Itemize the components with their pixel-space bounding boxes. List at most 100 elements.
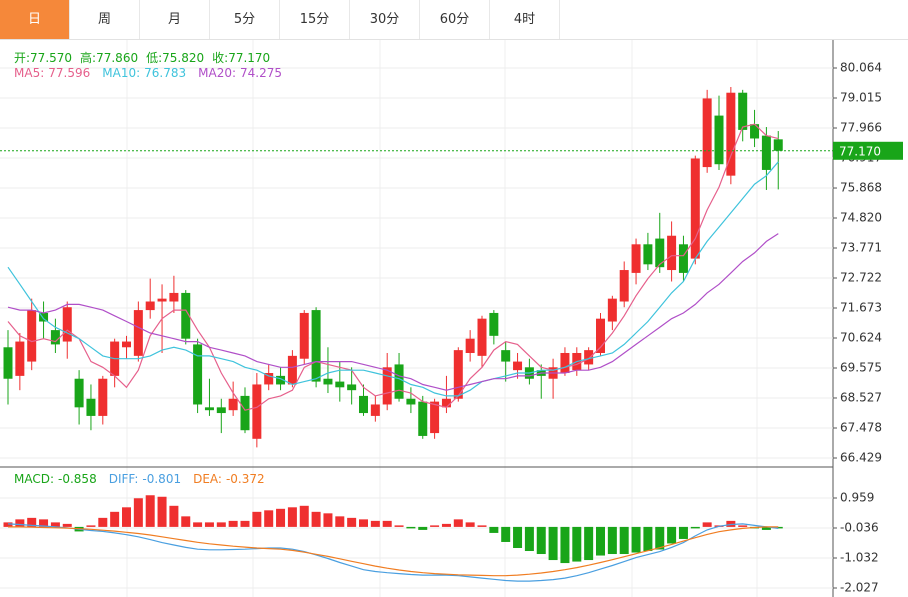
- macd-bar: [453, 519, 463, 527]
- candle-body: [513, 361, 523, 371]
- candle-body: [323, 378, 333, 385]
- candle-body: [27, 310, 37, 362]
- y-tick-label: 66.429: [840, 450, 882, 464]
- y-tick-label: 79.015: [840, 91, 882, 105]
- macd-bar: [477, 525, 487, 527]
- macd-bar: [15, 519, 25, 527]
- legend-value: 77.596: [48, 66, 91, 80]
- candle-body: [157, 298, 167, 302]
- macd-bar: [536, 526, 546, 555]
- macd-bar: [311, 511, 321, 527]
- macd-bar: [607, 526, 617, 555]
- tab[interactable]: 5分: [210, 0, 280, 39]
- macd-bar: [667, 526, 677, 544]
- candle-body: [418, 401, 428, 436]
- macd-bar: [430, 525, 440, 527]
- macd-bar: [98, 517, 108, 527]
- ma-legend: MA5: 77.596 MA10: 76.783 MA20: 74.275: [14, 66, 294, 80]
- macd-bar: [584, 526, 594, 561]
- macd-bar: [110, 511, 120, 527]
- candle-body: [264, 373, 274, 385]
- macd-bar: [726, 520, 736, 527]
- tab[interactable]: 4时: [490, 0, 560, 39]
- candle-body: [276, 375, 286, 385]
- y-tick-label: 71.673: [840, 301, 882, 315]
- macd-bar: [406, 526, 416, 529]
- macd-bar: [157, 496, 167, 527]
- macd-bar: [678, 526, 688, 539]
- candle-body: [359, 395, 368, 414]
- legend-name: DIFF:: [108, 472, 139, 486]
- candle-body: [3, 347, 13, 379]
- legend-name: MA20:: [198, 66, 236, 80]
- last-price-label: 77.170: [839, 144, 881, 158]
- tab[interactable]: 15分: [280, 0, 350, 39]
- tab[interactable]: 日: [0, 0, 70, 39]
- readout-value: 77.570: [30, 51, 73, 65]
- candle-body: [584, 350, 594, 365]
- readout-label: 高:: [80, 51, 97, 65]
- macd-bar: [465, 522, 475, 527]
- candle-body: [773, 139, 783, 151]
- candle-body: [643, 244, 653, 265]
- macd-bar: [690, 526, 700, 529]
- macd-bar: [39, 519, 49, 527]
- legend-name: MACD:: [14, 472, 55, 486]
- macd-bar: [62, 523, 72, 527]
- candle-body: [477, 318, 487, 356]
- y-tick-label: 80.064: [840, 61, 882, 75]
- macd-bar: [596, 526, 605, 556]
- candle-body: [406, 398, 416, 405]
- tab[interactable]: 60分: [420, 0, 490, 39]
- y-tick-label: 67.478: [840, 420, 882, 434]
- legend-item: DEA: -0.372: [193, 472, 265, 486]
- macd-bar: [252, 511, 262, 527]
- candle-body: [750, 124, 760, 139]
- candle-body: [50, 330, 60, 345]
- readout-value: 77.860: [96, 51, 139, 65]
- macd-bar: [560, 526, 570, 564]
- candle-body: [631, 244, 641, 273]
- readout-value: 75.820: [162, 51, 205, 65]
- y-tick-label: -0.036: [840, 520, 879, 534]
- macd-bar: [702, 522, 712, 527]
- legend-value: -0.801: [142, 472, 182, 486]
- candle-body: [489, 312, 499, 336]
- candle-body: [738, 92, 748, 130]
- macd-bar: [181, 516, 191, 527]
- macd-line: [8, 526, 779, 577]
- macd-bar: [773, 526, 783, 529]
- candle-body: [287, 355, 297, 385]
- candle-body: [122, 341, 131, 348]
- readout-label: 收:: [212, 51, 229, 65]
- candle-body: [193, 344, 203, 405]
- macd-bar: [513, 526, 523, 548]
- candle-body: [252, 384, 262, 439]
- readout-label: 开:: [14, 51, 31, 65]
- readout-label: 低:: [146, 51, 163, 65]
- candle-body: [228, 398, 238, 411]
- candle-body: [678, 244, 688, 273]
- tab[interactable]: 周: [70, 0, 140, 39]
- macd-bar: [359, 519, 368, 527]
- readout-item: 收:77.170: [212, 49, 270, 66]
- macd-bar: [441, 523, 451, 527]
- macd-bar: [323, 513, 333, 527]
- y-tick-label: 77.966: [840, 121, 882, 135]
- readout-item: 高:77.860: [80, 49, 138, 66]
- candle-body: [714, 115, 724, 165]
- legend-item: MACD: -0.858: [14, 472, 97, 486]
- candle-body: [501, 350, 511, 362]
- candle-body: [453, 350, 463, 399]
- tab[interactable]: 30分: [350, 0, 420, 39]
- candle-body: [655, 238, 665, 268]
- legend-item: DIFF: -0.801: [109, 472, 181, 486]
- macd-bar: [347, 517, 357, 527]
- tab[interactable]: 月: [140, 0, 210, 39]
- macd-bar: [548, 526, 558, 561]
- macd-bar: [3, 522, 13, 527]
- candle-body: [240, 395, 250, 431]
- macd-bar: [299, 505, 309, 527]
- y-tick-label: 73.771: [840, 240, 882, 254]
